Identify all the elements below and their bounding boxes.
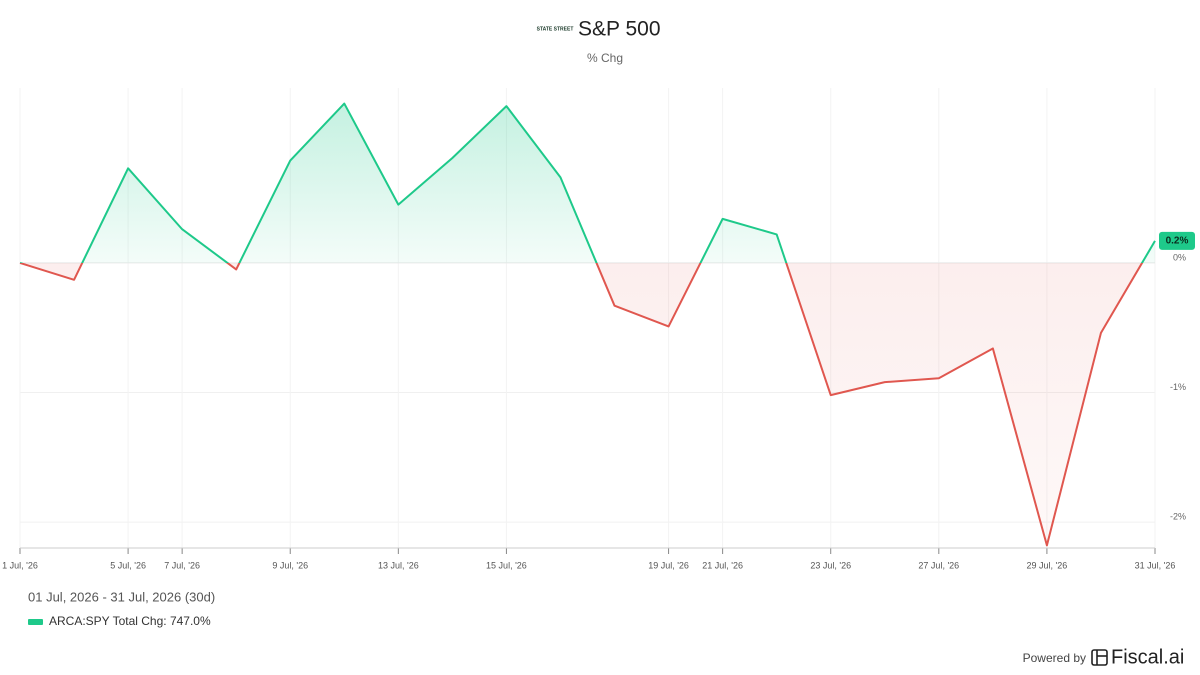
brand-icon <box>1091 649 1108 666</box>
x-tick-label: 19 Jul, '26 <box>648 560 689 570</box>
legend-label: ARCA:SPY Total Chg: 747.0% <box>49 614 211 628</box>
x-tick-label: 29 Jul, '26 <box>1027 560 1068 570</box>
x-tick-label: 13 Jul, '26 <box>378 560 419 570</box>
x-tick-label: 21 Jul, '26 <box>702 560 743 570</box>
brand-icon-box <box>1091 649 1108 666</box>
x-tick-label: 27 Jul, '26 <box>918 560 959 570</box>
powered-by: Powered by <box>1023 651 1086 665</box>
logo: STATE STREET <box>537 20 574 38</box>
y-tick-label: -1% <box>1170 382 1186 392</box>
x-tick-label: 31 Jul, '26 <box>1135 560 1176 570</box>
y-tick-label: 0% <box>1173 252 1186 262</box>
last-value-badge <box>1159 231 1195 250</box>
x-tick-label: 5 Jul, '26 <box>110 560 146 570</box>
brand: Fiscal.ai <box>1111 646 1184 668</box>
x-tick-label: 23 Jul, '26 <box>810 560 851 570</box>
area <box>20 103 1155 546</box>
x-tick-label: 15 Jul, '26 <box>486 560 527 570</box>
logo-text: STATE STREET <box>537 26 574 32</box>
chart-title: S&P 500 <box>578 18 661 41</box>
date-range: 01 Jul, 2026 - 31 Jul, 2026 (30d) <box>28 589 215 604</box>
line <box>19 102 1156 547</box>
x-tick-label: 1 Jul, '26 <box>2 560 38 570</box>
logo-box <box>547 20 564 38</box>
last-value-label: 0.2% <box>1166 236 1189 247</box>
x-tick-label: 9 Jul, '26 <box>272 560 308 570</box>
x-tick-label: 7 Jul, '26 <box>164 560 200 570</box>
legend-swatch <box>28 619 43 625</box>
chart-subtitle: % Chg <box>587 51 623 65</box>
y-tick-label: -2% <box>1170 511 1186 521</box>
